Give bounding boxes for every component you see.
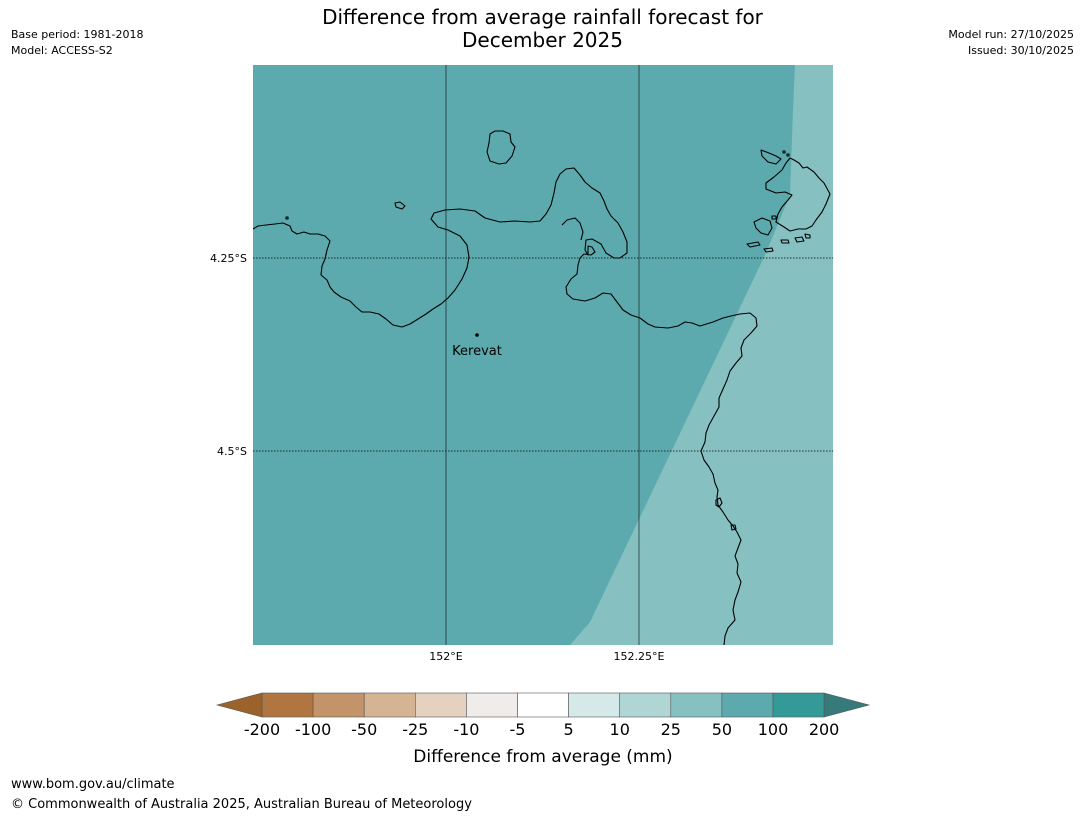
colorbar-tick-label: 5 — [564, 720, 574, 739]
colorbar-extend-min — [215, 692, 263, 718]
islet-ne-b — [786, 153, 790, 157]
colorbar-bin — [568, 692, 620, 718]
colorbar-tick-label: -100 — [295, 720, 331, 739]
island-small-west — [394, 201, 406, 210]
footer-url: www.bom.gov.au/climate — [11, 777, 175, 792]
coastline-north-bay — [561, 217, 584, 241]
footer: www.bom.gov.au/climate © Commonwealth of… — [11, 775, 472, 815]
islet-far-west — [285, 216, 289, 220]
islet-ne-a — [782, 150, 786, 154]
colorbar-tick-label: 25 — [661, 720, 681, 739]
model-label: Model: ACCESS-S2 — [11, 44, 113, 57]
colorbar-bin — [517, 692, 569, 718]
map-panel: Kerevat 4.25°S 4.5°S 152°E 152.25°E — [210, 65, 833, 663]
island-ne-small — [760, 149, 782, 165]
kerevat-label: Kerevat — [452, 344, 502, 359]
coastline — [253, 130, 831, 645]
model-info: Base period: 1981-2018 Model: ACCESS-S2 — [11, 27, 143, 59]
colorbar-tick-label: -200 — [244, 720, 280, 739]
colorbar-bin — [670, 692, 723, 718]
graticule — [253, 65, 833, 645]
model-run-label: Model run: 27/10/2025 — [948, 28, 1074, 41]
footer-copyright: © Commonwealth of Australia 2025, Austra… — [11, 797, 472, 812]
colorbar-tick-label: 50 — [712, 720, 732, 739]
rainfall-region-25-50 — [570, 65, 833, 645]
issued-label: Issued: 30/10/2025 — [967, 44, 1074, 57]
colorbar-bin — [772, 692, 825, 718]
island-north — [486, 130, 516, 165]
colorbar-tick-label: 10 — [610, 720, 630, 739]
colorbar-bin — [414, 692, 467, 718]
island-east-cluster — [753, 217, 773, 236]
islet-east-1 — [746, 241, 761, 248]
base-period-label: Base period: 1981-2018 — [11, 28, 144, 41]
lat-label-4-5: 4.5°S — [217, 445, 247, 458]
colorbar-title: Difference from average (mm) — [413, 747, 672, 767]
islet-coast-2 — [730, 524, 737, 531]
colorbar-bin — [466, 692, 518, 718]
islet-east-3 — [780, 239, 790, 244]
lat-label-4-25: 4.25°S — [210, 252, 247, 265]
run-info: Model run: 27/10/2025 Issued: 30/10/2025 — [948, 27, 1074, 59]
islet-east-6 — [771, 215, 777, 220]
islet-east-2 — [763, 247, 774, 253]
colorbar-bin — [312, 692, 365, 718]
colorbar-bin — [363, 692, 416, 718]
colorbar-tick-label: -5 — [510, 720, 526, 739]
colorbar: -200 -100 -50 -25 -10 -5 5 10 25 50 100 200 — [215, 692, 871, 739]
colorbar-tick-label: 100 — [758, 720, 789, 739]
islet-coast-1 — [715, 497, 723, 508]
colorbar-tick-label: 200 — [809, 720, 840, 739]
colorbar-bin — [261, 692, 314, 718]
colorbar-bin — [619, 692, 672, 718]
colorbar-tick-label: -50 — [351, 720, 377, 739]
duke-of-york-main — [765, 157, 831, 232]
lon-label-152: 152°E — [429, 650, 462, 663]
colorbar-tick-label: -10 — [453, 720, 479, 739]
lon-label-152-25: 152.25°E — [614, 650, 665, 663]
islet-east-5 — [804, 233, 811, 239]
colorbar-extend-max — [823, 692, 871, 718]
kerevat-marker — [475, 333, 479, 337]
chart-title: Difference from average rainfall forecas… — [322, 5, 763, 52]
colorbar-tick-label: -25 — [402, 720, 428, 739]
coastline-main — [253, 167, 758, 645]
colorbar-bin — [721, 692, 774, 718]
islet-east-4 — [794, 236, 805, 243]
